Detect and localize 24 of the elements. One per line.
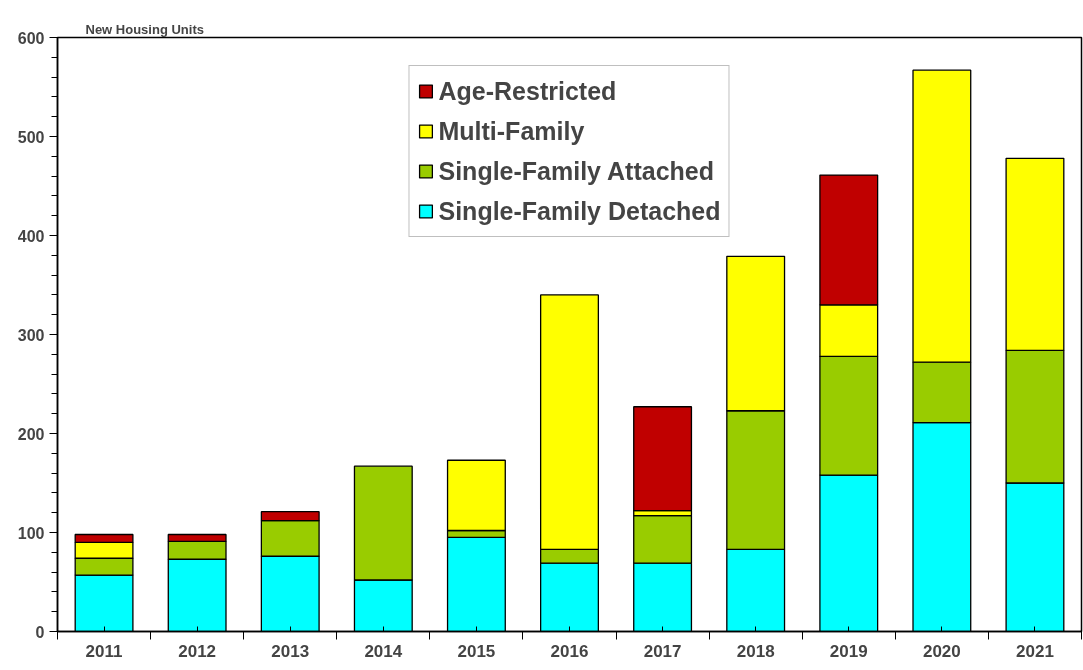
x-tick-label: 2017: [643, 641, 682, 661]
y-tick-label: 200: [17, 425, 45, 443]
legend-label: Age-Restricted: [438, 75, 617, 107]
x-tick-label: 2013: [271, 641, 310, 661]
y-tick-label: 500: [17, 128, 45, 146]
y-tick-label: 600: [17, 29, 45, 47]
x-tick-label: 2014: [364, 641, 403, 661]
chart-title: New Housing Units: [85, 21, 204, 37]
x-tick-label: 2012: [178, 641, 217, 661]
y-tick-label: 100: [17, 524, 45, 542]
legend-label: Single-Family Attached: [438, 155, 714, 187]
x-tick-label: 2015: [457, 641, 496, 661]
bar: [633, 406, 693, 512]
x-tick-label: 2019: [829, 641, 868, 661]
legend-label: Multi-Family: [438, 115, 585, 147]
x-tick-label: 2011: [85, 641, 123, 661]
legend-label: Single-Family Detached: [438, 195, 721, 227]
y-tick-label: 0: [35, 623, 45, 641]
x-tick-label: 2016: [550, 641, 589, 661]
x-tick-label: 2020: [922, 641, 961, 661]
y-tick-label: 300: [17, 326, 45, 344]
x-tick-label: 2021: [1016, 641, 1054, 661]
y-tick-label: 400: [17, 227, 45, 245]
x-tick-label: 2018: [736, 641, 775, 661]
